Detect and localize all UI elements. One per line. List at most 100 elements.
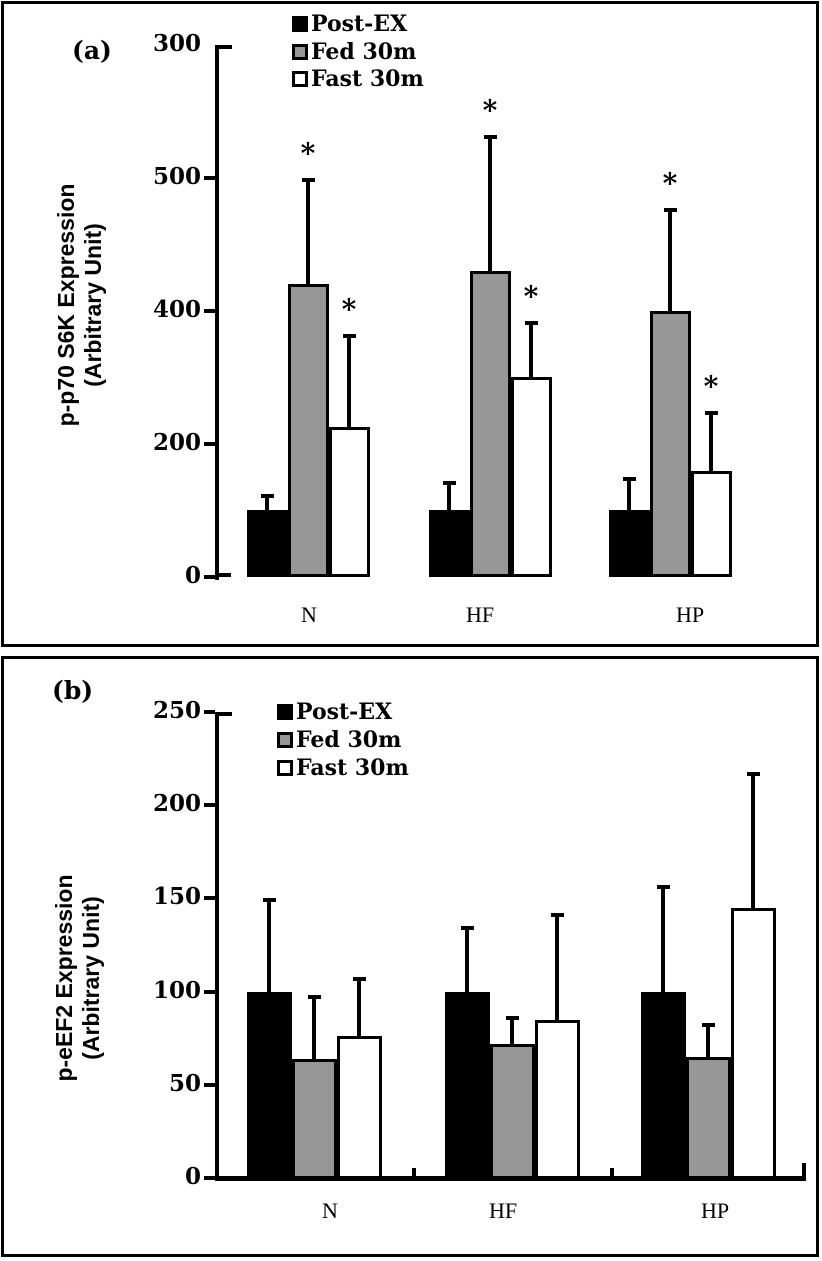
bar-post-ex-hp — [608, 510, 650, 577]
legend-label-fast-30m: Fast 30m — [296, 755, 409, 781]
legend-swatch-fast-30m — [292, 71, 308, 87]
y-axis-top-hook-b — [215, 712, 232, 716]
legend-swatch-post-ex — [292, 16, 308, 32]
y-tick-label-a-200: 200 — [152, 429, 201, 456]
legend-swatch-post-ex — [277, 704, 293, 720]
error-cap-n-s2 — [342, 334, 356, 338]
y-tick-label-b-150: 150 — [152, 883, 201, 911]
error-bar-n-s1 — [312, 995, 316, 1059]
y-tick-b-200 — [204, 803, 215, 808]
error-cap-hf-s2 — [550, 913, 564, 917]
y-axis-a — [215, 45, 219, 580]
bar-fed-30m-hp — [685, 1057, 731, 1179]
legend-label-fed-30m: Fed 30m — [311, 39, 417, 65]
y-axis-b — [215, 712, 219, 1181]
bar-fast-30m-hp — [730, 908, 776, 1179]
y-tick-b-50 — [204, 1082, 215, 1087]
y-tick-a-0 — [204, 575, 215, 579]
error-bar-hp-s0 — [627, 477, 631, 510]
error-cap-hf-s0 — [460, 926, 474, 930]
error-bar-hf-s2 — [555, 913, 559, 1020]
bar-fast-30m-hp — [690, 471, 732, 577]
y-axis-title-a-line1: p-p70 S6K Expression — [53, 183, 79, 427]
panel-b-label: (b) — [52, 676, 94, 705]
significance-asterisk-n-s1: * — [300, 137, 316, 170]
y-tick-b-250 — [204, 710, 215, 714]
y-tick-a-500 — [204, 176, 215, 180]
y-tick-label-b-100: 100 — [152, 976, 201, 1004]
significance-asterisk-hf-s1: * — [482, 94, 498, 127]
legend-item-fast-30m: Fast 30m — [277, 756, 409, 780]
y-tick-label-a-0: 0 — [184, 562, 201, 589]
error-bar-n-s2 — [357, 977, 361, 1036]
y-tick-label-b-0: 0 — [184, 1163, 201, 1190]
legend-item-post-ex: Post-EX — [292, 12, 407, 36]
y-axis-title-b: p-eEF2 Expression (Arbitrary Unit) — [51, 874, 105, 1081]
error-cap-n-s1 — [307, 995, 321, 999]
bar-fast-30m-hf — [534, 1020, 580, 1179]
error-cap-hp-s1 — [701, 1023, 715, 1027]
category-label-b-hp: HP — [700, 1198, 730, 1223]
error-bar-hp-s1 — [668, 208, 672, 311]
error-bar-hf-s1 — [510, 1016, 514, 1044]
error-cap-hp-s2 — [704, 411, 718, 415]
panel-a-label: (a) — [72, 36, 112, 65]
legend-label-post-ex: Post-EX — [296, 699, 393, 725]
y-tick-label-b-200: 200 — [152, 790, 201, 818]
error-cap-hf-s2 — [524, 321, 538, 325]
x-axis-end-hook-b — [802, 1163, 806, 1176]
error-bar-n-s2 — [347, 334, 351, 427]
category-label-a-hf: HF — [465, 602, 495, 627]
category-label-a-n: N — [301, 602, 317, 627]
significance-asterisk-hp-s1: * — [662, 167, 678, 200]
error-bar-hp-s2 — [709, 411, 713, 471]
error-cap-n-s1 — [301, 178, 315, 182]
y-tick-b-150 — [204, 896, 215, 901]
legend-item-post-ex: Post-EX — [277, 700, 392, 724]
bar-fed-30m-hf — [469, 271, 511, 577]
bar-fed-30m-n — [287, 284, 329, 577]
category-label-b-n: N — [322, 1198, 338, 1223]
bar-post-ex-n — [246, 510, 288, 577]
legend-item-fed-30m: Fed 30m — [277, 728, 401, 752]
significance-asterisk-hf-s2: * — [523, 280, 539, 313]
legend-swatch-fed-30m — [292, 44, 308, 60]
y-tick-a-400 — [204, 309, 215, 313]
legend-label-post-ex: Post-EX — [311, 11, 408, 37]
y-axis-top-hook-a — [215, 45, 232, 49]
y-tick-b-0 — [204, 1176, 215, 1180]
error-bar-hf-s2 — [529, 321, 533, 377]
y-tick-label-b-250: 250 — [152, 697, 201, 724]
bar-post-ex-n — [246, 992, 292, 1179]
error-bar-hp-s1 — [706, 1023, 710, 1057]
error-bar-n-s1 — [306, 178, 310, 284]
x-axis-divider-b-0 — [412, 1168, 416, 1176]
y-axis-title-b-line1: p-eEF2 Expression — [51, 874, 77, 1082]
error-bar-n-s0 — [267, 898, 271, 992]
y-tick-label-a-300: 300 — [152, 30, 201, 57]
x-axis-divider-b-1 — [610, 1168, 614, 1176]
significance-asterisk-hp-s2: * — [703, 370, 719, 403]
error-cap-hf-s0 — [442, 481, 456, 485]
y-axis-title-a: p-p70 S6K Expression (Arbitrary Unit) — [53, 184, 107, 427]
error-cap-hf-s1 — [483, 135, 497, 139]
y-tick-a-200 — [204, 442, 215, 446]
category-label-a-hp: HP — [675, 602, 705, 627]
bar-fast-30m-n — [336, 1036, 382, 1179]
legend-label-fast-30m: Fast 30m — [311, 66, 424, 92]
y-tick-b-100 — [204, 989, 215, 994]
legend-swatch-fast-30m — [277, 760, 293, 776]
y-tick-label-a-400: 400 — [152, 296, 201, 323]
bar-post-ex-hp — [640, 992, 686, 1179]
y-axis-title-a-line2: (Arbitrary Unit) — [80, 223, 106, 387]
significance-asterisk-n-s2: * — [341, 293, 357, 326]
bar-fed-30m-n — [291, 1059, 337, 1179]
bar-fast-30m-hf — [510, 377, 552, 577]
error-bar-hf-s0 — [447, 481, 451, 510]
x-axis-b — [215, 1176, 806, 1181]
y-tick-label-a-500: 500 — [152, 163, 201, 190]
error-cap-hp-s2 — [746, 772, 760, 776]
error-cap-hf-s1 — [505, 1016, 519, 1020]
error-cap-n-s2 — [352, 977, 366, 981]
